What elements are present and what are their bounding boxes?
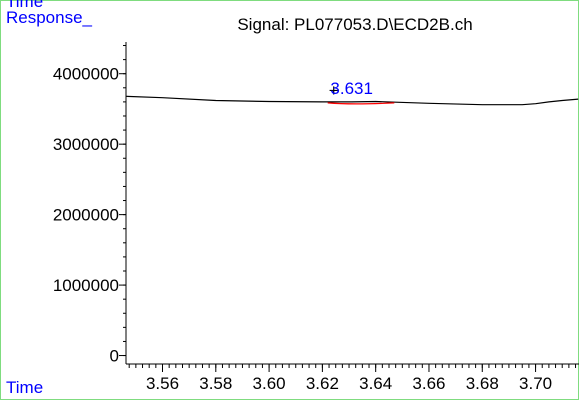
- y-tick-label: 2000000: [53, 206, 119, 225]
- x-ticks: 3.56 3.58 3.60 3.62 3.64 3.66 3.68 3.70: [128, 364, 577, 393]
- x-tick-label: 3.70: [519, 374, 552, 393]
- x-tick-label: 3.58: [199, 374, 232, 393]
- peak-marker: +: [329, 81, 339, 100]
- peak-annotation: +3.631: [327, 79, 395, 105]
- y-axis-title: Response_: [6, 8, 93, 27]
- y-tick-label: 1000000: [53, 276, 119, 295]
- x-tick-label: 3.56: [146, 374, 179, 393]
- peak-label: 3.631: [330, 79, 373, 98]
- peak-baseline: [327, 102, 395, 105]
- x-tick-label: 3.68: [466, 374, 499, 393]
- chart-title: Signal: PL077053.D\ECD2B.ch: [237, 15, 472, 34]
- y-ticks: 0 1000000 2000000 3000000 4000000: [53, 45, 126, 366]
- y-tick-label: 0: [110, 347, 119, 366]
- x-tick-label: 3.66: [412, 374, 445, 393]
- signal-trace: [125, 95, 579, 106]
- axes: [125, 42, 579, 365]
- y-tick-label: 3000000: [53, 135, 119, 154]
- x-tick-label: 3.60: [253, 374, 286, 393]
- corner-label: Time: [6, 0, 43, 11]
- y-tick-label: 4000000: [53, 65, 119, 84]
- x-tick-label: 3.64: [359, 374, 392, 393]
- series-layer: [125, 95, 579, 106]
- x-axis-title: Time: [6, 378, 43, 397]
- x-tick-label: 3.62: [306, 374, 339, 393]
